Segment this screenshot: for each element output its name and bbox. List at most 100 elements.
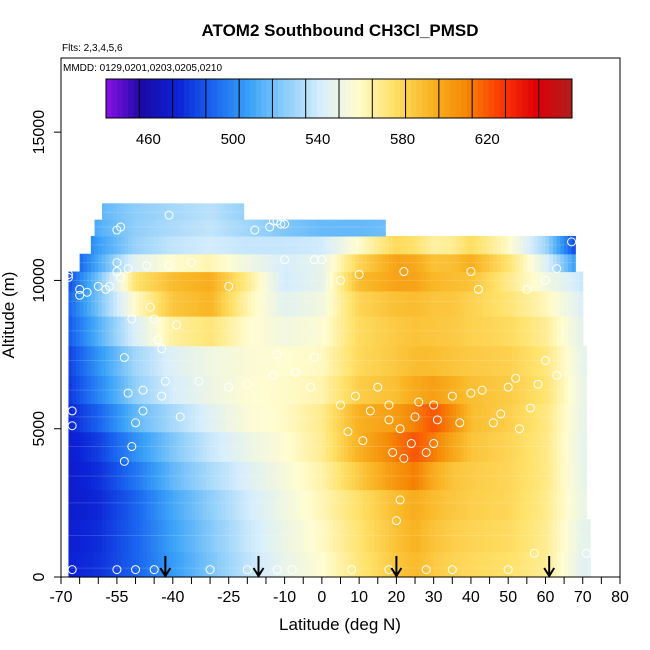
heatmap-cell: [195, 235, 200, 255]
heatmap-cell: [545, 375, 550, 405]
heatmap-cell: [202, 219, 207, 237]
heatmap-cell: [213, 253, 219, 273]
heatmap-cell: [198, 290, 204, 317]
heatmap-cell: [329, 290, 334, 317]
heatmap-cell: [575, 316, 580, 347]
heatmap-cell: [511, 271, 517, 292]
heatmap-cell: [120, 375, 125, 405]
sample-point: [186, 258, 196, 268]
heatmap-cell: [508, 551, 513, 578]
heatmap-cell: [180, 203, 185, 221]
heatmap-cell: [165, 271, 170, 292]
heatmap-cell: [437, 345, 442, 376]
heatmap-cell: [254, 431, 260, 462]
heatmap-cell: [90, 403, 96, 433]
heatmap-cell: [336, 403, 342, 433]
heatmap-cell: [556, 290, 561, 317]
heatmap-cell: [381, 461, 386, 491]
heatmap-cell: [541, 403, 547, 433]
heatmap-cell: [415, 461, 420, 491]
heatmap-cell: [411, 253, 416, 273]
heatmap-cell: [388, 403, 394, 433]
heatmap-cell: [187, 519, 193, 553]
heatmap-cell: [344, 253, 349, 273]
heatmap-cell: [579, 551, 584, 578]
heatmap-cell: [508, 375, 513, 405]
heatmap-cell: [344, 316, 349, 347]
heatmap-cell: [120, 345, 125, 376]
heatmap-cell: [355, 253, 360, 273]
heatmap-cell: [482, 551, 487, 578]
heatmap-cell: [467, 290, 472, 317]
heatmap-cell: [485, 519, 491, 553]
heatmap-cell: [362, 253, 368, 273]
heatmap-cell: [366, 519, 371, 553]
heatmap-cell: [329, 489, 334, 520]
heatmap-cell: [504, 290, 509, 317]
heatmap-cell: [236, 431, 241, 462]
heatmap-cell: [157, 345, 163, 376]
heatmap-cell: [504, 235, 509, 255]
heatmap-cell: [359, 551, 364, 578]
heatmap-cell: [377, 316, 383, 347]
heatmap-cell: [198, 235, 204, 255]
heatmap-cell: [180, 431, 185, 462]
heatmap-cell: [415, 345, 420, 376]
heatmap-cell: [567, 489, 573, 520]
heatmap-cell: [172, 316, 178, 347]
heatmap-cell: [75, 345, 81, 376]
colorbar-swatch: [300, 79, 307, 118]
heatmap-cell: [269, 461, 275, 491]
heatmap-cell: [508, 235, 513, 255]
heatmap-cell: [299, 489, 304, 520]
heatmap-cell: [463, 253, 468, 273]
heatmap-cell: [493, 519, 498, 553]
colorbar-swatch: [350, 79, 357, 118]
heatmap-cell: [579, 375, 584, 405]
heatmap-cell: [105, 551, 111, 578]
heatmap-cell: [437, 316, 442, 347]
heatmap-cell: [482, 461, 487, 491]
heatmap-cell: [582, 489, 588, 520]
heatmap-cell: [426, 519, 431, 553]
heatmap-cell: [101, 253, 107, 273]
heatmap-cell: [441, 431, 446, 462]
sample-points: [63, 210, 591, 575]
heatmap-cell: [426, 403, 431, 433]
heatmap-cell: [306, 290, 312, 317]
heatmap-cell: [467, 489, 472, 520]
heatmap-cell: [538, 403, 543, 433]
heatmap-cell: [154, 403, 159, 433]
heatmap-cell: [258, 345, 263, 376]
heatmap-cell: [463, 375, 468, 405]
heatmap-cell: [526, 519, 532, 553]
heatmap-cell: [254, 375, 260, 405]
x-tick-label: 50: [499, 589, 517, 606]
heatmap-cell: [426, 316, 431, 347]
heatmap-cell: [400, 316, 405, 347]
heatmap-cell: [400, 235, 405, 255]
heatmap-cell: [329, 271, 334, 292]
heatmap-cell: [198, 489, 204, 520]
heatmap-cell: [172, 290, 178, 317]
heatmap-cell: [362, 219, 368, 237]
heatmap-cell: [72, 403, 77, 433]
y-tick-label: 0: [31, 572, 48, 581]
heatmap-cell: [519, 551, 524, 578]
heatmap-cell: [463, 316, 468, 347]
heatmap-cell: [381, 519, 386, 553]
heatmap-cell: [489, 519, 494, 553]
heatmap-cell: [94, 489, 99, 520]
heatmap-cell: [556, 235, 561, 255]
heatmap-cell: [116, 345, 122, 376]
heatmap-cell: [239, 271, 245, 292]
heatmap-cell: [385, 403, 390, 433]
heatmap-cell: [288, 489, 293, 520]
heatmap-cell: [470, 345, 476, 376]
heatmap-cell: [180, 290, 185, 317]
heatmap-cell: [415, 316, 420, 347]
heatmap-cell: [221, 489, 226, 520]
heatmap-cell: [116, 461, 122, 491]
heatmap-cell: [314, 290, 319, 317]
heatmap-cell: [135, 271, 140, 292]
